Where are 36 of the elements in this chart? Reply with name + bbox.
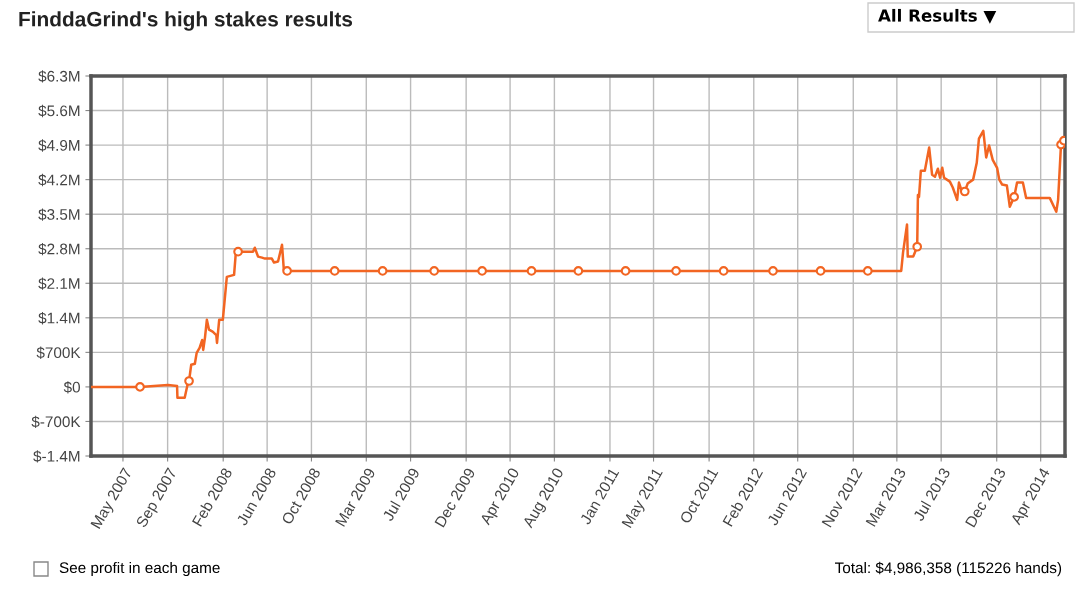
point (377, 266, 388, 276)
y-tick-label: $2.8M (38, 242, 80, 256)
y-tick-label: $1.4M (38, 312, 80, 325)
point (862, 266, 873, 276)
point (573, 266, 584, 276)
point (282, 266, 292, 276)
y-tick-label: $0 (63, 381, 80, 394)
point (526, 266, 537, 276)
point (768, 266, 778, 276)
y-tick-label: $700K (36, 346, 81, 359)
text: See profit in each game (59, 561, 220, 577)
point (477, 266, 487, 276)
point (620, 266, 631, 276)
line-series (91, 129, 1065, 400)
point (959, 186, 970, 197)
point (912, 241, 923, 252)
point (135, 382, 145, 392)
y-tick-label: $-700K (31, 415, 81, 429)
y-tick-label: $5.6M (38, 104, 80, 118)
text: All Results ▼ (878, 8, 997, 24)
text: Total: $4,986,358 (115226 hands) (835, 561, 1062, 577)
point (671, 266, 681, 276)
y-tick-label: $4.9M (38, 139, 80, 152)
point (815, 266, 826, 276)
y-tick-label: $6.3M (38, 70, 80, 83)
y-tick-label: $3.5M (38, 208, 80, 221)
chart-title: FinddaGrind's high stakes results (19, 11, 353, 31)
point (1009, 192, 1019, 202)
y-tick-label: $-1.4M (33, 450, 80, 463)
point (429, 266, 440, 276)
point (184, 376, 194, 386)
y-tick-label: $2.1M (38, 277, 80, 290)
point (718, 266, 729, 276)
point (233, 246, 243, 257)
point (329, 266, 340, 276)
y-tick-label: $4.2M (38, 173, 80, 187)
